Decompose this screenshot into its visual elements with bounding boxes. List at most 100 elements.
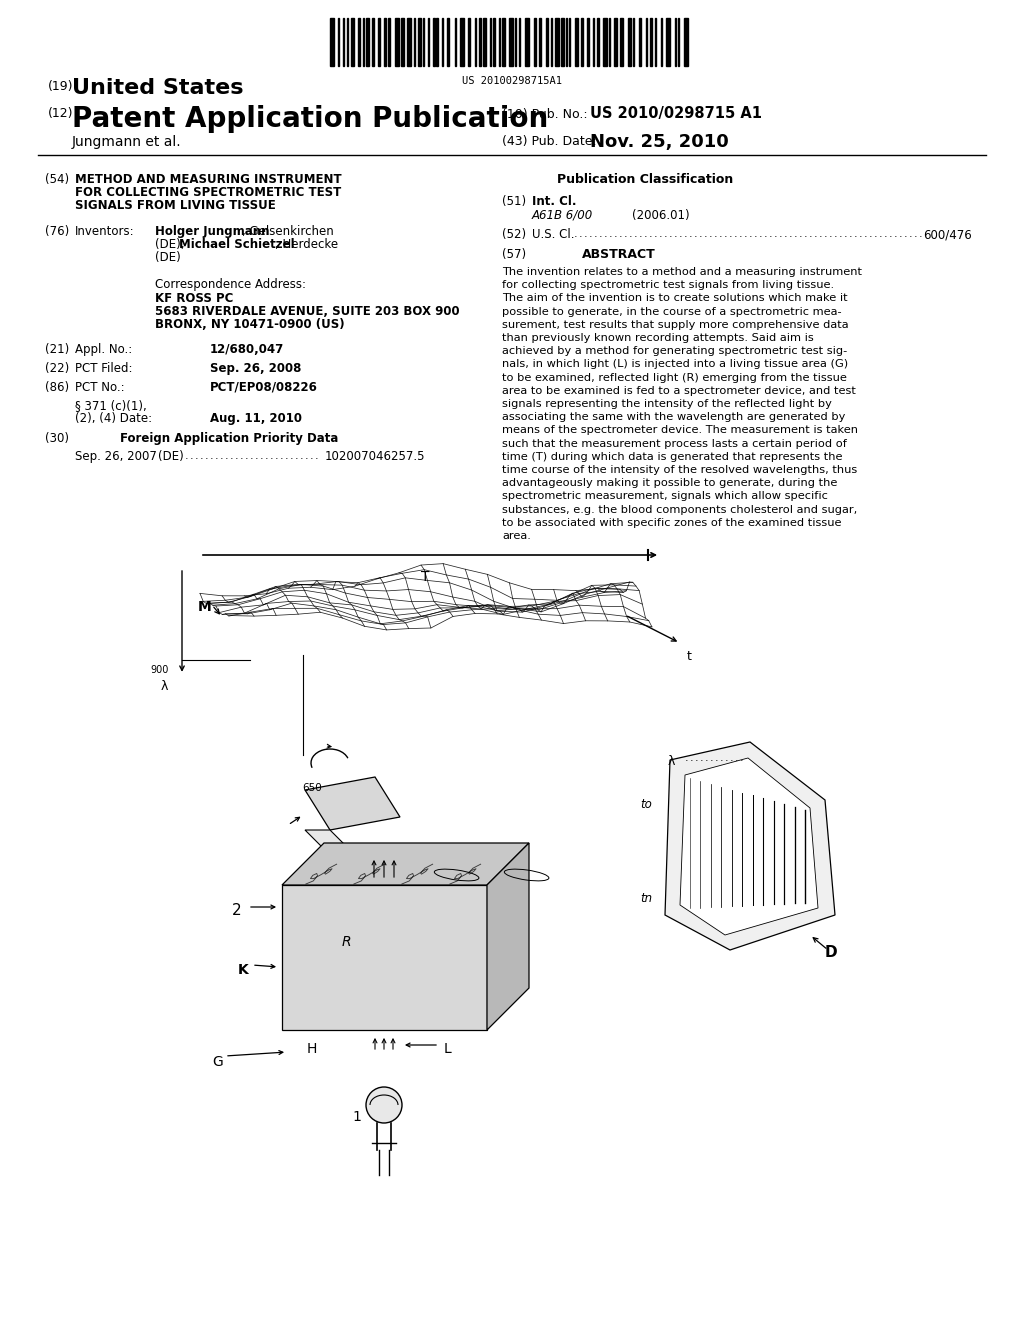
Text: 102007046257.5: 102007046257.5	[325, 450, 426, 463]
Text: .: .	[629, 228, 633, 239]
Text: .: .	[884, 228, 888, 239]
Circle shape	[366, 1086, 402, 1123]
Text: U.S. Cl.: U.S. Cl.	[532, 228, 574, 242]
Text: possible to generate, in the course of a spectrometric mea-: possible to generate, in the course of a…	[502, 306, 842, 317]
Text: 12/680,047: 12/680,047	[210, 343, 285, 356]
Text: .: .	[705, 752, 709, 763]
Text: (86): (86)	[45, 381, 70, 393]
Bar	[433, 18, 435, 66]
Text: US 20100298715A1: US 20100298715A1	[462, 77, 562, 86]
Text: Jungmann et al.: Jungmann et al.	[72, 135, 181, 149]
Bar	[684, 18, 688, 66]
Text: spectrometric measurement, signals which allow specific: spectrometric measurement, signals which…	[502, 491, 827, 502]
Bar	[614, 18, 617, 66]
Text: .: .	[599, 228, 603, 239]
Text: Correspondence Address:: Correspondence Address:	[155, 279, 306, 290]
Text: .: .	[834, 228, 838, 239]
Bar	[372, 18, 374, 66]
Text: for collecting spectrometric test signals from living tissue.: for collecting spectrometric test signal…	[502, 280, 835, 290]
Text: .: .	[584, 228, 588, 239]
Text: .: .	[594, 228, 598, 239]
Text: SIGNALS FROM LIVING TISSUE: SIGNALS FROM LIVING TISSUE	[75, 199, 275, 213]
Bar	[418, 18, 421, 66]
Bar	[628, 18, 631, 66]
Text: λ: λ	[668, 755, 676, 768]
Text: .: .	[839, 228, 843, 239]
Text: .: .	[864, 228, 867, 239]
Text: .: .	[799, 228, 803, 239]
Text: Holger Jungmann: Holger Jungmann	[155, 224, 269, 238]
Text: .: .	[739, 228, 742, 239]
Bar	[587, 18, 589, 66]
Text: .: .	[689, 228, 692, 239]
Text: .: .	[275, 451, 279, 461]
Text: Patent Application Publication: Patent Application Publication	[72, 106, 548, 133]
Text: means of the spectrometer device. The measurement is taken: means of the spectrometer device. The me…	[502, 425, 858, 436]
Text: .: .	[809, 228, 813, 239]
Text: (19): (19)	[48, 81, 74, 92]
Text: 600/476: 600/476	[923, 228, 972, 242]
Text: (57): (57)	[502, 248, 526, 261]
Text: Sep. 26, 2008: Sep. 26, 2008	[210, 362, 301, 375]
Bar	[502, 18, 505, 66]
Text: .: .	[315, 451, 318, 461]
Text: .: .	[705, 228, 708, 239]
Text: (76): (76)	[45, 224, 70, 238]
Text: .: .	[234, 451, 239, 461]
Text: .: .	[230, 451, 233, 461]
Bar	[603, 18, 607, 66]
Text: .: .	[779, 228, 782, 239]
Text: (21): (21)	[45, 343, 70, 356]
Bar	[366, 18, 369, 66]
Text: .: .	[300, 451, 304, 461]
Text: (10) Pub. No.:: (10) Pub. No.:	[502, 108, 588, 121]
Text: (DE): (DE)	[158, 450, 183, 463]
Text: advantageously making it possible to generate, during the: advantageously making it possible to gen…	[502, 478, 838, 488]
Polygon shape	[665, 742, 835, 950]
Bar	[555, 18, 559, 66]
Bar	[493, 18, 495, 66]
Text: .: .	[280, 451, 284, 461]
Text: .: .	[310, 451, 313, 461]
Text: .: .	[699, 228, 702, 239]
Text: .: .	[195, 451, 199, 461]
Text: 5683 RIVERDALE AVENUE, SUITE 203 BOX 900: 5683 RIVERDALE AVENUE, SUITE 203 BOX 900	[155, 305, 460, 318]
Text: Foreign Application Priority Data: Foreign Application Priority Data	[120, 432, 338, 445]
Text: Sep. 26, 2007: Sep. 26, 2007	[75, 450, 157, 463]
Bar	[351, 18, 354, 66]
Text: than previously known recording attempts. Said aim is: than previously known recording attempts…	[502, 333, 814, 343]
Text: .: .	[305, 451, 308, 461]
Text: Publication Classification: Publication Classification	[557, 173, 733, 186]
Bar	[597, 18, 599, 66]
Text: K: K	[238, 964, 249, 977]
Text: .: .	[904, 228, 907, 239]
Text: .: .	[669, 228, 673, 239]
Text: (30): (30)	[45, 432, 69, 445]
Text: .: .	[784, 228, 787, 239]
Text: Michael Schietzel: Michael Schietzel	[179, 238, 295, 251]
Text: .: .	[879, 228, 883, 239]
Text: Int. Cl.: Int. Cl.	[532, 195, 577, 209]
Text: .: .	[649, 228, 652, 239]
Text: .: .	[874, 228, 878, 239]
Bar	[581, 18, 583, 66]
Text: .: .	[614, 228, 617, 239]
Text: .: .	[734, 228, 737, 239]
Polygon shape	[282, 884, 487, 1030]
Text: .: .	[604, 228, 607, 239]
Text: .: .	[730, 752, 733, 763]
Text: .: .	[754, 228, 758, 239]
Text: .: .	[724, 228, 728, 239]
Text: .: .	[210, 451, 214, 461]
Text: .: .	[859, 228, 862, 239]
Text: to be examined, reflected light (R) emerging from the tissue: to be examined, reflected light (R) emer…	[502, 372, 847, 383]
Text: , Gelsenkirchen: , Gelsenkirchen	[242, 224, 334, 238]
Text: to: to	[640, 799, 652, 810]
Text: .: .	[899, 228, 902, 239]
Text: PCT Filed:: PCT Filed:	[75, 362, 132, 375]
Polygon shape	[282, 843, 529, 884]
Text: .: .	[634, 228, 638, 239]
Text: .: .	[225, 451, 228, 461]
Text: .: .	[729, 228, 732, 239]
Bar	[447, 18, 449, 66]
